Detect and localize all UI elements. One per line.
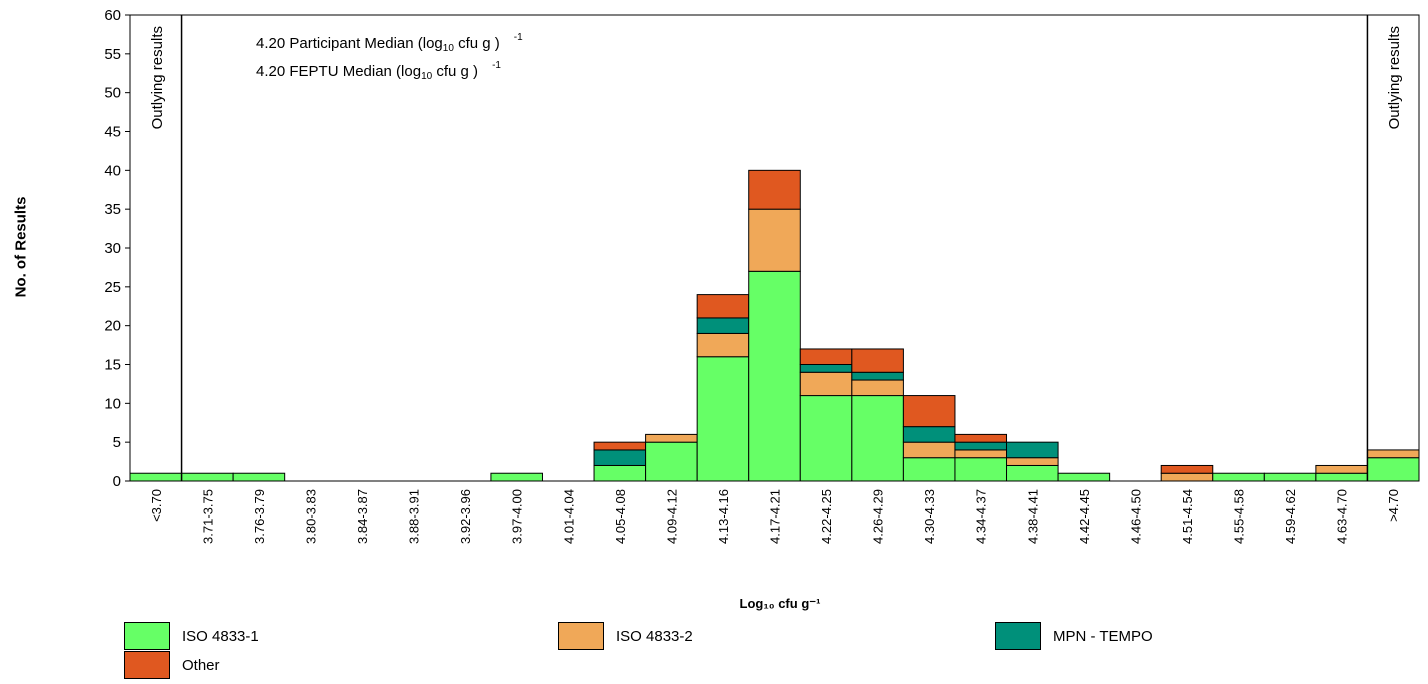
bar-segment (1366, 457, 1420, 482)
bar-segment (696, 294, 750, 319)
y-tick-label: 45 (104, 124, 121, 141)
bar-segment (696, 356, 750, 482)
x-tick-label: 4.13-4.16 (716, 489, 731, 544)
x-axis-title: Log₁₀ cfu g⁻¹ (739, 596, 821, 611)
x-tick-label: 4.51-4.54 (1180, 489, 1195, 544)
bar-segment (1160, 464, 1214, 474)
median-annotation: 4.20 Participant Median (log10 cfu g ) -1 (256, 32, 523, 54)
bar-segment (1315, 472, 1368, 482)
bar-segment (181, 472, 234, 482)
bar-segment (851, 348, 904, 373)
bar-segment (1366, 449, 1420, 459)
x-tick-label: 4.59-4.62 (1283, 489, 1298, 544)
bar-segment (799, 395, 853, 482)
bar-segment (1006, 464, 1059, 482)
bar-segment (593, 449, 647, 466)
bar-segment (954, 457, 1008, 482)
y-tick-label: 5 (113, 434, 121, 451)
bar-segment (1006, 457, 1059, 466)
bar-segment (748, 270, 801, 482)
x-tick-label: <3.70 (149, 489, 164, 522)
y-tick-label: 15 (104, 357, 121, 374)
bar-segment (954, 441, 1008, 451)
y-tick-label: 40 (104, 162, 121, 179)
bar-segment (645, 441, 698, 482)
bar-segment (1212, 472, 1265, 482)
bar-segment (799, 371, 853, 397)
bar-segment (851, 379, 904, 397)
bar-segment (799, 364, 853, 373)
bar-segment (851, 371, 904, 381)
x-tick-label: 3.71-3.75 (200, 489, 215, 544)
y-tick-label: 10 (104, 395, 121, 412)
outlier-label-right: Outlying results (1386, 26, 1403, 129)
x-tick-label: 4.26-4.29 (871, 489, 886, 544)
bar-segment (696, 317, 750, 334)
x-tick-label: 4.05-4.08 (613, 489, 628, 544)
y-tick-label: 50 (104, 85, 121, 102)
x-tick-label: 3.84-3.87 (355, 489, 370, 544)
bar-segment (645, 433, 698, 443)
bar-segment (1315, 464, 1368, 474)
x-tick-label: 4.42-4.45 (1077, 489, 1092, 544)
x-tick-label: 4.22-4.25 (819, 489, 834, 544)
y-axis-title-text: No. of Results (12, 196, 30, 298)
bar-segment (232, 472, 286, 482)
x-tick-label: 4.38-4.41 (1025, 489, 1040, 544)
bar-segment (851, 395, 904, 482)
y-tick-label: 30 (104, 240, 121, 257)
y-tick-label: 60 (104, 7, 121, 24)
x-tick-label: 4.30-4.33 (922, 489, 937, 544)
y-tick-label: 25 (104, 279, 121, 296)
x-tick-label: 3.92-3.96 (458, 489, 473, 544)
bar-segment (129, 472, 183, 482)
y-tick-label: 0 (113, 473, 121, 490)
bar-segment (902, 395, 956, 428)
x-tick-label: 3.80-3.83 (303, 489, 318, 544)
bar-segment (902, 441, 956, 459)
bar-segment (593, 441, 647, 451)
bar-segment (954, 433, 1008, 443)
x-tick-label: 4.01-4.04 (561, 489, 576, 544)
x-tick-label: 3.88-3.91 (407, 489, 422, 544)
x-tick-label: 4.46-4.50 (1128, 489, 1143, 544)
x-tick-label: 4.34-4.37 (974, 489, 989, 544)
bar-segment (1057, 472, 1111, 482)
bar-segment (799, 348, 853, 366)
bar-segment (748, 208, 801, 272)
y-tick-label: 20 (104, 318, 121, 335)
bar-segment (954, 449, 1008, 459)
x-tick-label: 4.09-4.12 (664, 489, 679, 544)
bar-segment (593, 464, 647, 482)
bar-segment (696, 332, 750, 358)
x-tick-label: 3.97-4.00 (510, 489, 525, 544)
bar-segment (1006, 441, 1059, 459)
bar-segment (1263, 472, 1317, 482)
bar-segment (748, 169, 801, 210)
y-axis-title: No. of Results (6, 162, 36, 332)
bar-segment (902, 457, 956, 482)
bar-segment (490, 472, 543, 482)
bar-segment (902, 426, 956, 443)
outlier-label-left: Outlying results (149, 26, 166, 129)
median-annotation: 4.20 FEPTU Median (log10 cfu g ) -1 (256, 60, 501, 82)
x-tick-label: 4.55-4.58 (1232, 489, 1247, 544)
x-tick-label: >4.70 (1386, 489, 1401, 522)
y-tick-label: 35 (104, 201, 121, 218)
x-tick-label: 4.63-4.70 (1335, 489, 1350, 544)
y-tick-label: 55 (104, 46, 121, 63)
x-tick-label: 4.17-4.21 (768, 489, 783, 544)
bar-segment (1160, 472, 1214, 482)
x-tick-label: 3.76-3.79 (252, 489, 267, 544)
